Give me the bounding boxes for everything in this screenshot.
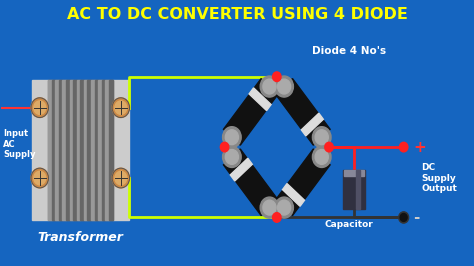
Polygon shape xyxy=(276,78,330,145)
Circle shape xyxy=(225,130,238,145)
Text: Capacitor: Capacitor xyxy=(325,220,374,229)
Text: +: + xyxy=(414,140,426,155)
Bar xyxy=(55,80,59,220)
Polygon shape xyxy=(249,88,271,111)
Bar xyxy=(343,170,365,209)
Circle shape xyxy=(31,98,48,118)
Ellipse shape xyxy=(314,127,329,147)
Circle shape xyxy=(260,197,279,218)
Bar xyxy=(70,80,73,220)
Circle shape xyxy=(315,149,328,164)
Bar xyxy=(73,80,77,220)
Bar xyxy=(62,80,66,220)
Bar xyxy=(77,80,80,220)
Circle shape xyxy=(312,127,331,148)
Circle shape xyxy=(260,76,279,97)
Bar xyxy=(84,80,88,220)
Text: Diode 4 No's: Diode 4 No's xyxy=(312,46,386,56)
Circle shape xyxy=(273,213,281,222)
Circle shape xyxy=(315,130,328,145)
Bar xyxy=(59,80,62,220)
Bar xyxy=(80,80,84,220)
Circle shape xyxy=(220,142,229,152)
Ellipse shape xyxy=(262,198,277,218)
Circle shape xyxy=(400,142,408,152)
Bar xyxy=(88,80,91,220)
Polygon shape xyxy=(301,113,323,136)
Bar xyxy=(109,80,113,220)
Circle shape xyxy=(112,168,129,188)
Circle shape xyxy=(278,79,291,94)
Bar xyxy=(105,80,109,220)
Text: Input
AC
Supply: Input AC Supply xyxy=(3,129,36,159)
Circle shape xyxy=(115,171,127,185)
Circle shape xyxy=(263,200,276,215)
Ellipse shape xyxy=(276,198,292,218)
Bar xyxy=(113,80,129,220)
Bar xyxy=(98,80,102,220)
Circle shape xyxy=(325,142,333,152)
Circle shape xyxy=(31,168,48,188)
Ellipse shape xyxy=(276,77,292,97)
Circle shape xyxy=(278,200,291,215)
Ellipse shape xyxy=(314,147,329,167)
Circle shape xyxy=(34,171,46,185)
Circle shape xyxy=(275,197,293,218)
Bar xyxy=(95,80,98,220)
Polygon shape xyxy=(283,184,304,206)
Bar xyxy=(48,80,113,220)
Bar xyxy=(91,80,95,220)
Circle shape xyxy=(115,101,127,114)
Ellipse shape xyxy=(224,127,240,147)
Circle shape xyxy=(400,214,407,221)
Bar xyxy=(52,80,55,220)
Text: -: - xyxy=(414,210,420,225)
Polygon shape xyxy=(224,78,278,145)
Bar xyxy=(344,170,364,176)
Circle shape xyxy=(263,79,276,94)
Circle shape xyxy=(399,212,409,223)
Bar xyxy=(66,80,70,220)
Bar xyxy=(32,80,48,220)
Ellipse shape xyxy=(262,77,277,97)
Bar xyxy=(48,80,52,220)
Polygon shape xyxy=(230,158,252,181)
Text: Transformer: Transformer xyxy=(37,231,123,244)
Circle shape xyxy=(112,98,129,118)
Circle shape xyxy=(273,72,281,81)
Ellipse shape xyxy=(224,147,240,167)
Circle shape xyxy=(223,127,241,148)
Polygon shape xyxy=(224,149,278,215)
Text: AC TO DC CONVERTER USING 4 DIODE: AC TO DC CONVERTER USING 4 DIODE xyxy=(66,7,408,22)
Text: DC
Supply
Output: DC Supply Output xyxy=(421,163,457,193)
Bar xyxy=(356,170,360,209)
Circle shape xyxy=(223,146,241,168)
Circle shape xyxy=(312,146,331,168)
Circle shape xyxy=(225,149,238,164)
Polygon shape xyxy=(276,149,330,215)
Bar xyxy=(102,80,105,220)
Circle shape xyxy=(34,101,46,114)
Circle shape xyxy=(275,76,293,97)
